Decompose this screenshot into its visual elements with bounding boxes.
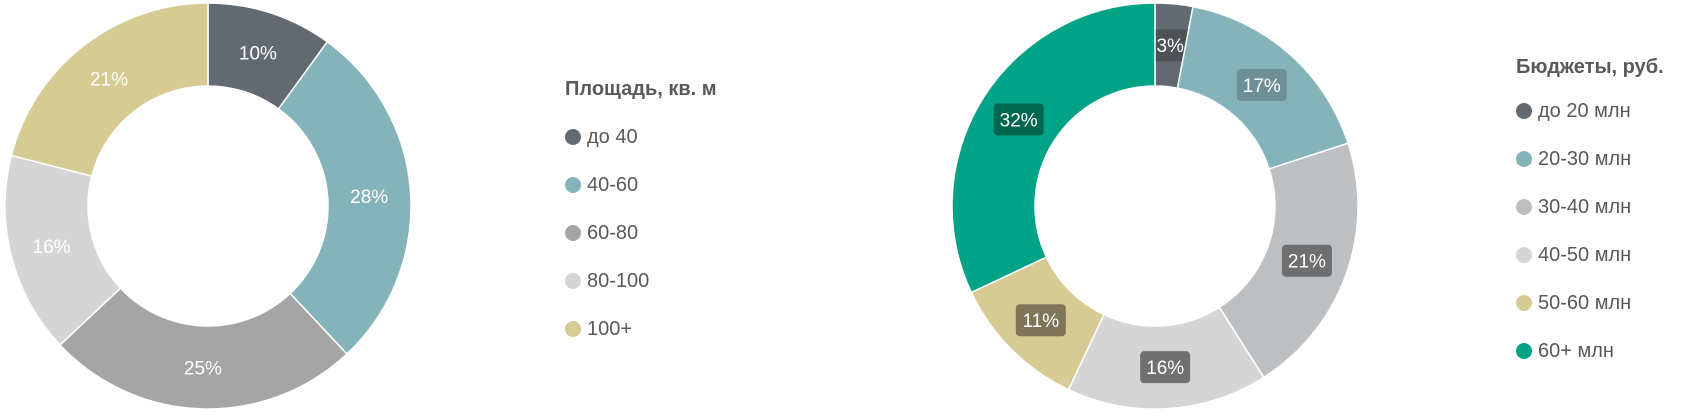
- legend-item-3: 80-100: [565, 257, 717, 305]
- legend-label: до 20 млн: [1538, 99, 1631, 122]
- legend-label: 60+ млн: [1538, 339, 1614, 362]
- data-label-box-0: [1145, 29, 1196, 62]
- legend-label: 40-50 млн: [1538, 243, 1632, 266]
- legend-item-3: 40-50 млн: [1516, 231, 1664, 279]
- slice-1: [277, 40, 412, 356]
- legend-marker-icon: [565, 225, 581, 241]
- legend-item-5: 60+ млн: [1516, 327, 1664, 375]
- data-label-4: 21%: [90, 69, 128, 90]
- legend-marker-icon: [565, 321, 581, 337]
- legend-area: Площадь, кв. м до 40 40-60 60-80 80-100 100+: [565, 78, 717, 353]
- data-label-2: 25%: [184, 358, 222, 379]
- legend-marker-icon: [1516, 295, 1532, 311]
- legend-items-budget: до 20 млн 20-30 млн 30-40 млн 40-50 млн 50-6…: [1516, 87, 1664, 375]
- slice-4: [10, 2, 209, 178]
- legend-item-1: 20-30 млн: [1516, 135, 1664, 183]
- data-label-0: 10%: [239, 43, 277, 64]
- legend-budget: Бюджеты, руб. до 20 млн 20-30 млн 30-40 мл…: [1516, 56, 1664, 375]
- legend-marker-icon: [1516, 199, 1532, 215]
- legend-label: 30-40 млн: [1538, 195, 1632, 218]
- donut-chart-budget: 3% 17% 21% 16% 11% 32%: [951, 2, 1359, 410]
- legend-marker-icon: [565, 129, 581, 145]
- legend-label: 40-60: [587, 173, 639, 196]
- legend-label: 80-100: [587, 269, 650, 292]
- legend-marker-icon: [1516, 151, 1532, 167]
- legend-title-budget: Бюджеты, руб.: [1516, 56, 1664, 78]
- data-label-box-5: [993, 103, 1044, 136]
- legend-label: 20-30 млн: [1538, 147, 1632, 170]
- data-label-3: 16%: [1146, 358, 1184, 379]
- legend-item-0: до 40: [565, 113, 717, 161]
- legend-item-4: 100+: [565, 305, 717, 353]
- legend-marker-icon: [1516, 247, 1532, 263]
- legend-title-area: Площадь, кв. м: [565, 78, 717, 100]
- legend-item-2: 60-80: [565, 209, 717, 257]
- legend-item-4: 50-60 млн: [1516, 279, 1664, 327]
- legend-item-0: до 20 млн: [1516, 87, 1664, 135]
- legend-label: до 40: [587, 125, 638, 148]
- data-label-box-2: [1281, 244, 1332, 277]
- data-label-box-4: [1015, 304, 1066, 337]
- data-label-4: 11%: [1022, 311, 1059, 332]
- slice-5: [951, 2, 1156, 294]
- data-label-box-1: [1236, 68, 1287, 101]
- legend-marker-icon: [565, 273, 581, 289]
- legend-marker-icon: [1516, 343, 1532, 359]
- donut-chart-area: 10% 28% 25% 16% 21%: [4, 2, 412, 410]
- legend-item-1: 40-60: [565, 161, 717, 209]
- legend-label: 100+: [587, 317, 633, 340]
- data-label-0: 3%: [1156, 36, 1184, 57]
- data-label-box-3: [1140, 351, 1191, 384]
- legend-item-2: 30-40 млн: [1516, 183, 1664, 231]
- legend-items-area: до 40 40-60 60-80 80-100 100+: [565, 113, 717, 353]
- data-label-2: 21%: [1288, 252, 1326, 273]
- legend-marker-icon: [1516, 103, 1532, 119]
- legend-marker-icon: [565, 177, 581, 193]
- data-label-5: 32%: [1000, 110, 1038, 131]
- data-label-1: 17%: [1243, 76, 1281, 97]
- data-label-1: 28%: [350, 187, 388, 208]
- legend-label: 60-80: [587, 221, 639, 244]
- data-label-3: 16%: [33, 237, 71, 258]
- slice-2: [58, 287, 349, 410]
- legend-label: 50-60 млн: [1538, 291, 1632, 314]
